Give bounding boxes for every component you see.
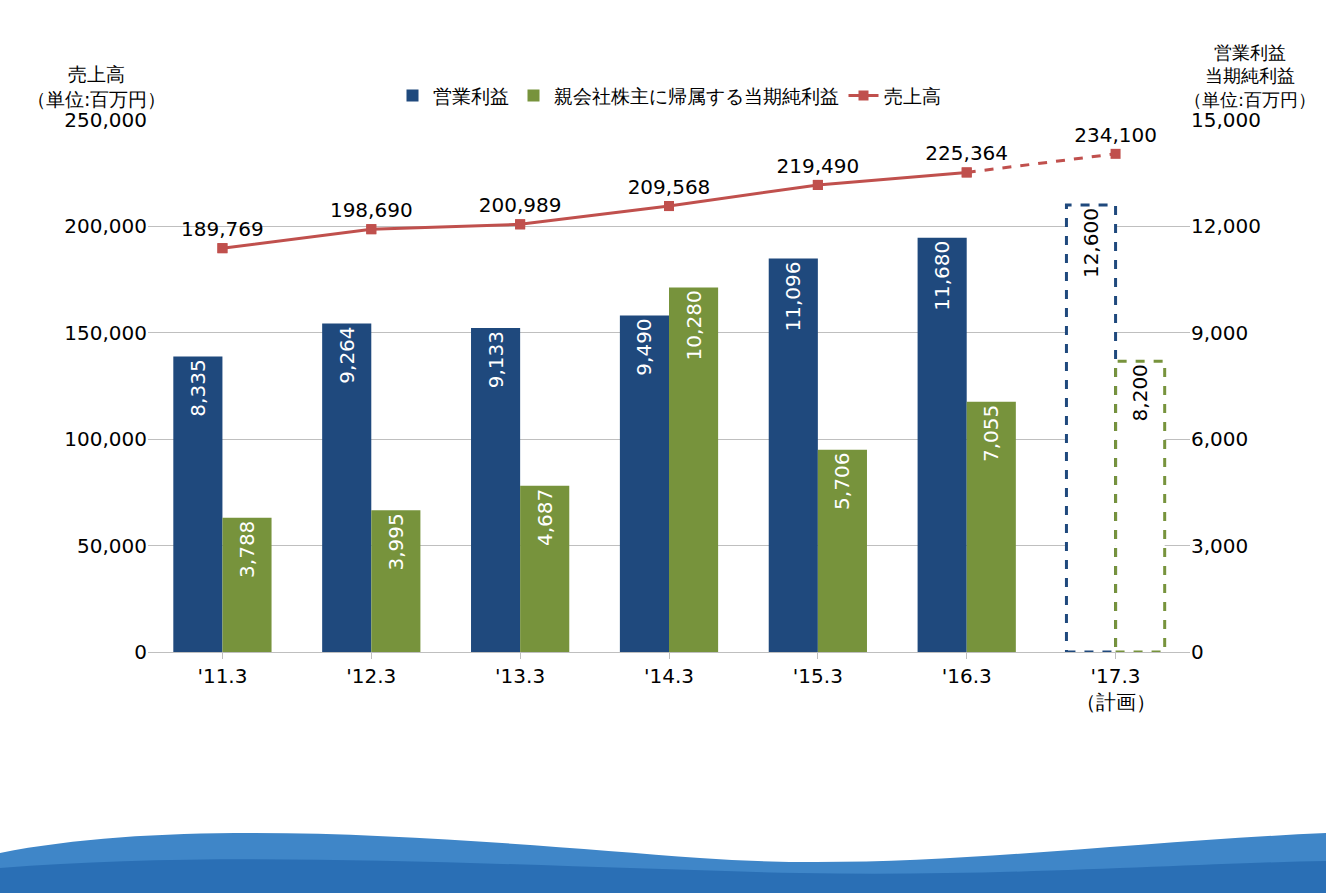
svg-text:3,000: 3,000 <box>1191 534 1248 558</box>
svg-text:5,706: 5,706 <box>830 453 854 510</box>
svg-text:9,264: 9,264 <box>335 326 359 383</box>
svg-text:50,000: 50,000 <box>77 534 147 558</box>
svg-text:0: 0 <box>1191 640 1204 664</box>
svg-text:売上高: 売上高 <box>884 85 941 107</box>
svg-text:営業利益: 営業利益 <box>433 85 509 107</box>
svg-text:219,490: 219,490 <box>777 154 860 178</box>
svg-text:8,335: 8,335 <box>186 359 210 416</box>
svg-text:'16.3: '16.3 <box>942 664 992 688</box>
svg-text:100,000: 100,000 <box>64 427 147 451</box>
svg-text:'12.3: '12.3 <box>346 664 396 688</box>
svg-text:営業利益当期純利益（単位:百万円）: 営業利益当期純利益（単位:百万円） <box>1184 42 1316 110</box>
svg-text:0: 0 <box>134 640 147 664</box>
svg-text:3,995: 3,995 <box>384 513 408 570</box>
svg-text:12,600: 12,600 <box>1079 208 1103 278</box>
svg-text:209,568: 209,568 <box>628 175 711 199</box>
svg-text:250,000: 250,000 <box>64 108 147 132</box>
svg-text:11,096: 11,096 <box>781 261 805 331</box>
svg-text:11,680: 11,680 <box>930 241 954 311</box>
svg-text:8,200: 8,200 <box>1128 364 1152 421</box>
svg-text:7,055: 7,055 <box>979 405 1003 462</box>
svg-text:売上高（単位:百万円）: 売上高（単位:百万円） <box>27 63 166 110</box>
svg-text:'11.3: '11.3 <box>197 664 247 688</box>
svg-text:'17.3（計画）: '17.3（計画） <box>1076 664 1156 714</box>
svg-text:225,364: 225,364 <box>925 141 1008 165</box>
svg-text:'15.3: '15.3 <box>793 664 843 688</box>
svg-text:'13.3: '13.3 <box>495 664 545 688</box>
svg-text:15,000: 15,000 <box>1191 108 1261 132</box>
svg-text:9,490: 9,490 <box>632 318 656 375</box>
svg-text:198,690: 198,690 <box>330 198 413 222</box>
svg-text:200,989: 200,989 <box>479 193 562 217</box>
svg-text:150,000: 150,000 <box>64 321 147 345</box>
svg-text:189,769: 189,769 <box>181 217 264 241</box>
svg-text:9,000: 9,000 <box>1191 321 1248 345</box>
svg-text:親会社株主に帰属する当期純利益: 親会社株主に帰属する当期純利益 <box>554 85 839 107</box>
svg-text:12,000: 12,000 <box>1191 214 1261 238</box>
svg-text:234,100: 234,100 <box>1074 123 1157 147</box>
svg-text:'14.3: '14.3 <box>644 664 694 688</box>
svg-text:10,280: 10,280 <box>682 290 706 360</box>
svg-text:3,788: 3,788 <box>235 521 259 578</box>
svg-text:200,000: 200,000 <box>64 214 147 238</box>
svg-text:9,133: 9,133 <box>484 331 508 388</box>
svg-text:6,000: 6,000 <box>1191 427 1248 451</box>
svg-text:4,687: 4,687 <box>533 489 557 546</box>
